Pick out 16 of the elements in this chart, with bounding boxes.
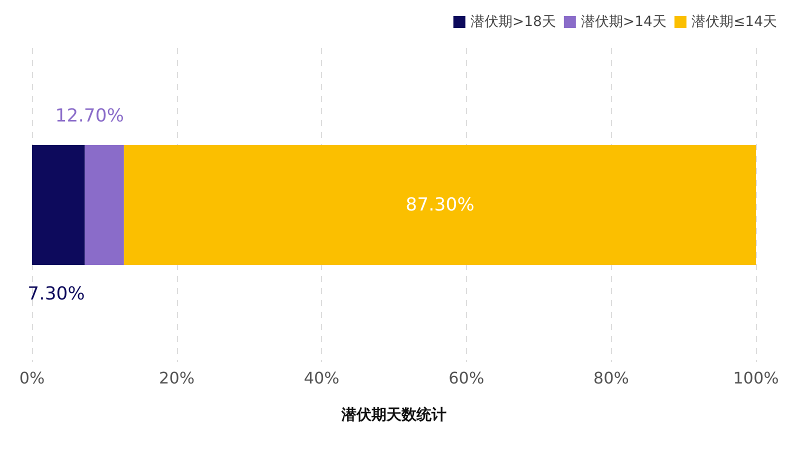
x-tick-label: 60% bbox=[448, 368, 484, 388]
x-tick-label: 0% bbox=[19, 368, 45, 388]
legend-label: 潜伏期≤14天 bbox=[691, 14, 777, 30]
x-axis-title: 潜伏期天数统计 bbox=[340, 406, 446, 424]
x-tick-label: 80% bbox=[593, 368, 629, 388]
x-tick-label: 20% bbox=[159, 368, 195, 388]
data-label: 87.30% bbox=[406, 194, 474, 216]
annotation: 12.70% bbox=[55, 106, 124, 126]
legend-label: 潜伏期>14天 bbox=[580, 14, 666, 30]
bar bbox=[84, 145, 124, 265]
x-tick-label: 100% bbox=[733, 368, 779, 388]
bar bbox=[32, 145, 85, 265]
annotation: 7.30% bbox=[28, 284, 85, 304]
x-tick-label: 40% bbox=[304, 368, 340, 388]
bar bbox=[124, 145, 756, 265]
legend-label: 潜伏期>18天 bbox=[470, 14, 556, 30]
